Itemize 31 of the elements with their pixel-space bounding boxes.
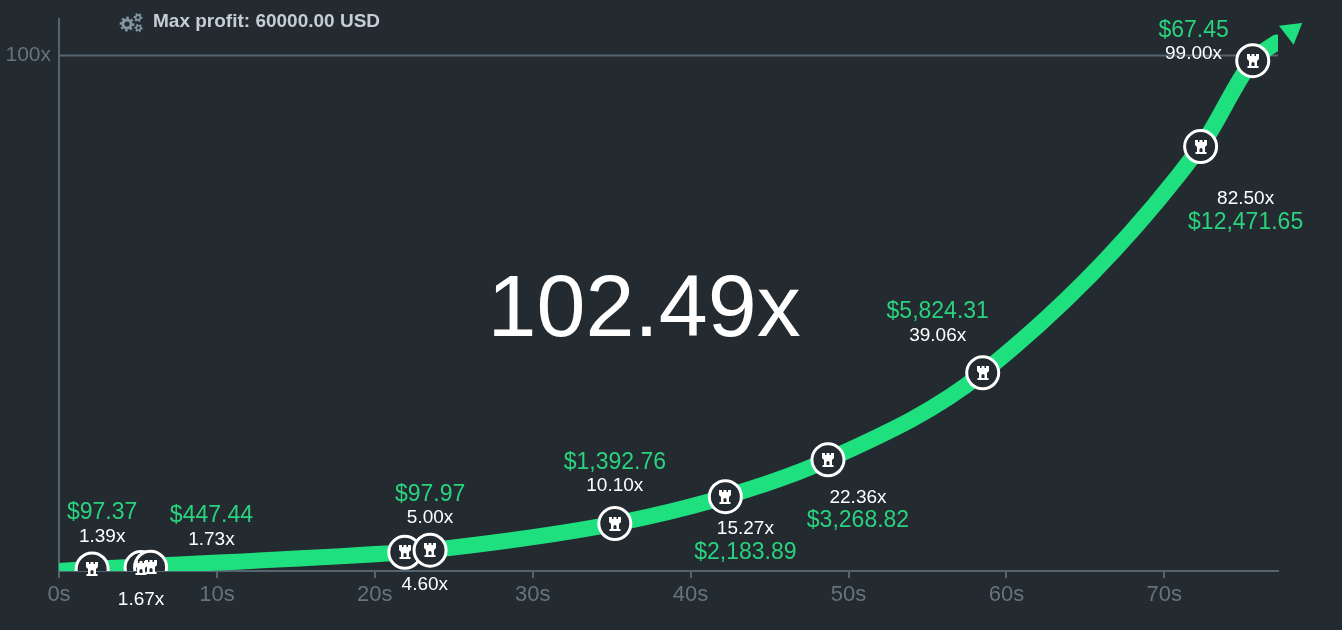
- annotation: $97.97: [394, 479, 466, 506]
- x-tick-label: 10s: [199, 581, 235, 607]
- data-label: 1.67x: [117, 588, 165, 610]
- ref-line-label: 100x: [5, 42, 52, 66]
- chart-title: Max profit: 60000.00 USD: [153, 10, 381, 32]
- data-label: 10.10x: [586, 474, 644, 496]
- data-label: 82.50x: [1217, 187, 1275, 209]
- data-label: 4.60x: [401, 572, 449, 594]
- annotation: $97.37: [66, 498, 138, 525]
- annotation: $3,268.82: [806, 506, 910, 533]
- x-tick-label: 40s: [672, 581, 709, 607]
- x-tick-label: 0s: [47, 581, 71, 607]
- data-label: 15.27x: [716, 517, 775, 539]
- data-label: 39.06x: [909, 323, 967, 345]
- annotation: $447.44: [169, 501, 254, 528]
- annotation: 102.49x: [487, 255, 801, 355]
- x-tick-label: 60s: [988, 581, 1025, 607]
- annotation: $2,183.89: [694, 538, 797, 565]
- x-tick-label: 50s: [830, 581, 867, 607]
- annotation: $1,392.76: [563, 447, 666, 474]
- data-label: 99.00x: [1165, 41, 1223, 63]
- data-label: 22.36x: [829, 485, 887, 507]
- data-label: 1.39x: [78, 524, 126, 546]
- x-tick-label: 20s: [357, 581, 393, 607]
- data-label: 1.73x: [188, 527, 236, 549]
- annotation: $5,824.31: [886, 297, 989, 324]
- x-tick-label: 70s: [1146, 581, 1183, 607]
- x-tick-label: 30s: [514, 581, 551, 607]
- annotation: $67.45: [1158, 15, 1229, 42]
- data-label: 5.00x: [406, 505, 454, 527]
- annotation: $12,471.65: [1188, 207, 1304, 234]
